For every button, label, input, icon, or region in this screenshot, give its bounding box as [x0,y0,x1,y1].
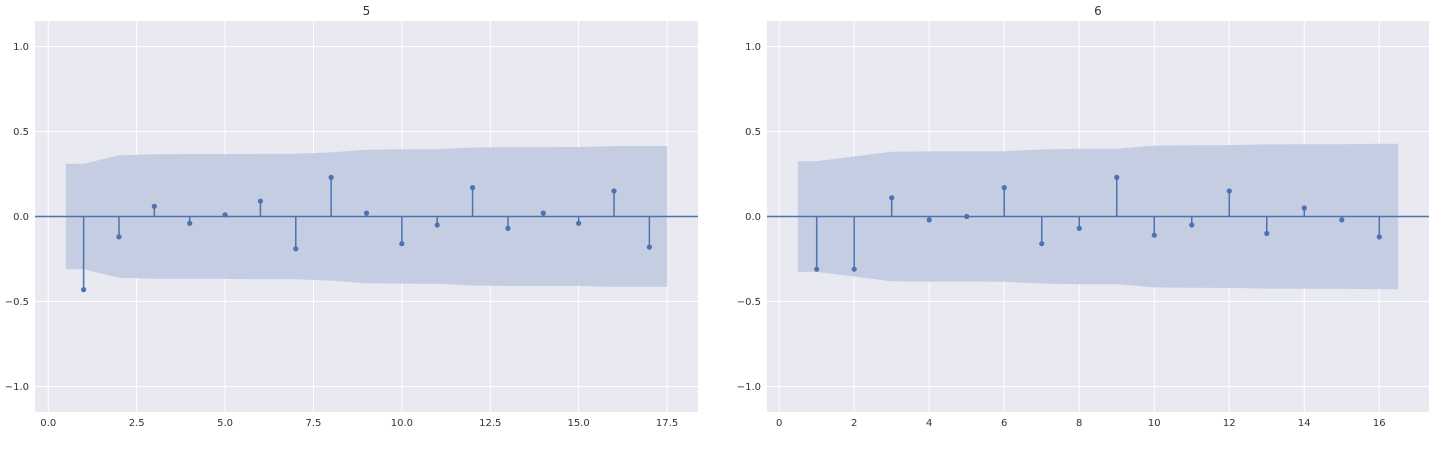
acf-marker [1114,174,1120,180]
acf-marker [1339,217,1345,223]
acf-marker [469,185,476,191]
x-tick-label: 5.0 [217,418,233,429]
x-tick-label: 7.5 [306,418,322,429]
acf-marker [926,217,932,223]
chart-title: 5 [363,4,371,18]
acf-marker [187,220,193,226]
acf-marker [293,246,299,252]
acf-marker [81,287,87,293]
y-tick-label: 1.0 [13,42,29,53]
acf-marker [1301,205,1307,211]
x-tick-label: 8 [1076,418,1082,429]
acf-marker [1264,230,1270,237]
x-tick-label: 15.0 [568,418,590,429]
x-tick-label: 4 [926,418,932,429]
acf-marker [151,203,157,209]
acf-marker [1376,234,1382,240]
y-tick-label: 1.0 [745,42,761,53]
x-tick-label: 0 [776,418,782,429]
chart-title: 6 [1094,4,1102,18]
acf-marker [1189,222,1195,228]
acf-marker [540,210,546,216]
y-tick-label: −0.5 [5,297,29,308]
x-tick-label: 12 [1223,418,1236,429]
acf-marker [222,212,228,218]
x-tick-label: 14 [1298,418,1311,429]
acf-marker [964,213,970,220]
acf-marker [434,222,440,228]
acf-marker [814,266,820,272]
x-tick-label: 10.0 [391,418,413,429]
x-tick-label: 17.5 [656,418,678,429]
acf-panel: 0 2 4 6 8 10 12 14 16 −1.0 −0.5 0.0 0.5 1.0 6 [737,4,1429,429]
x-tick-label: 6 [1001,418,1007,429]
x-tick-label: 2.5 [129,418,145,429]
y-tick-label: 0.5 [13,127,29,138]
acf-marker [889,195,895,201]
y-tick-label: −0.5 [737,297,761,308]
x-tick-label: 0.0 [40,418,56,429]
x-tick-label: 16 [1373,418,1386,429]
x-tick-label: 10 [1148,418,1161,429]
y-tick-label: −1.0 [5,382,29,393]
acf-marker [505,225,511,231]
acf-marker [576,220,582,226]
acf-marker [1001,185,1007,191]
acf-marker [1076,225,1082,231]
y-tick-label: 0.0 [13,212,29,223]
acf-marker [399,241,405,247]
acf-marker [116,234,122,240]
acf-marker [851,266,857,272]
acf-marker [328,174,334,180]
x-tick-label: 2 [851,418,857,429]
acf-marker [363,210,370,216]
acf-marker [611,188,617,194]
acf-marker [646,244,652,250]
y-tick-label: 0.5 [745,127,761,138]
acf-marker [257,198,264,204]
acf-marker [1151,232,1157,238]
y-tick-label: 0.0 [745,212,761,223]
acf-marker [1039,241,1045,247]
y-tick-label: −1.0 [737,382,761,393]
acf-marker [1226,188,1232,194]
acf-panel: 0.0 2.5 5.0 7.5 10.0 12.5 15.0 17.5 −1.0 −0.5 0.0 0… [5,4,698,429]
x-tick-label: 12.5 [479,418,501,429]
